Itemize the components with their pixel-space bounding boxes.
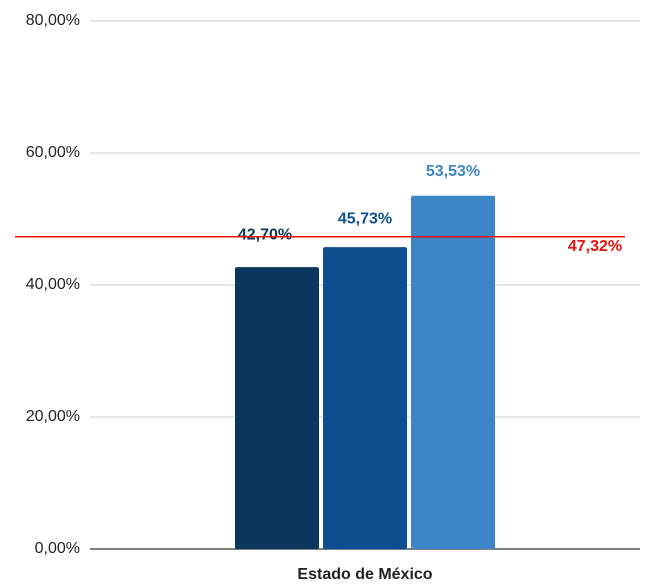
- data-label: 53,53%: [426, 163, 480, 180]
- y-tick-label: 60,00%: [26, 144, 80, 161]
- bar: [411, 195, 495, 549]
- data-label: 42,70%: [238, 226, 292, 243]
- data-label: 45,73%: [338, 210, 392, 227]
- y-tick-label: 40,00%: [26, 276, 80, 293]
- reference-label: 47,32%: [568, 238, 622, 255]
- y-tick-label: 20,00%: [26, 408, 80, 425]
- y-tick-label: 80,00%: [26, 12, 80, 29]
- bar: [323, 247, 407, 549]
- x-tick-label: Estado de México: [297, 566, 432, 583]
- y-tick-label: 0,00%: [35, 540, 80, 557]
- bar: [235, 267, 319, 549]
